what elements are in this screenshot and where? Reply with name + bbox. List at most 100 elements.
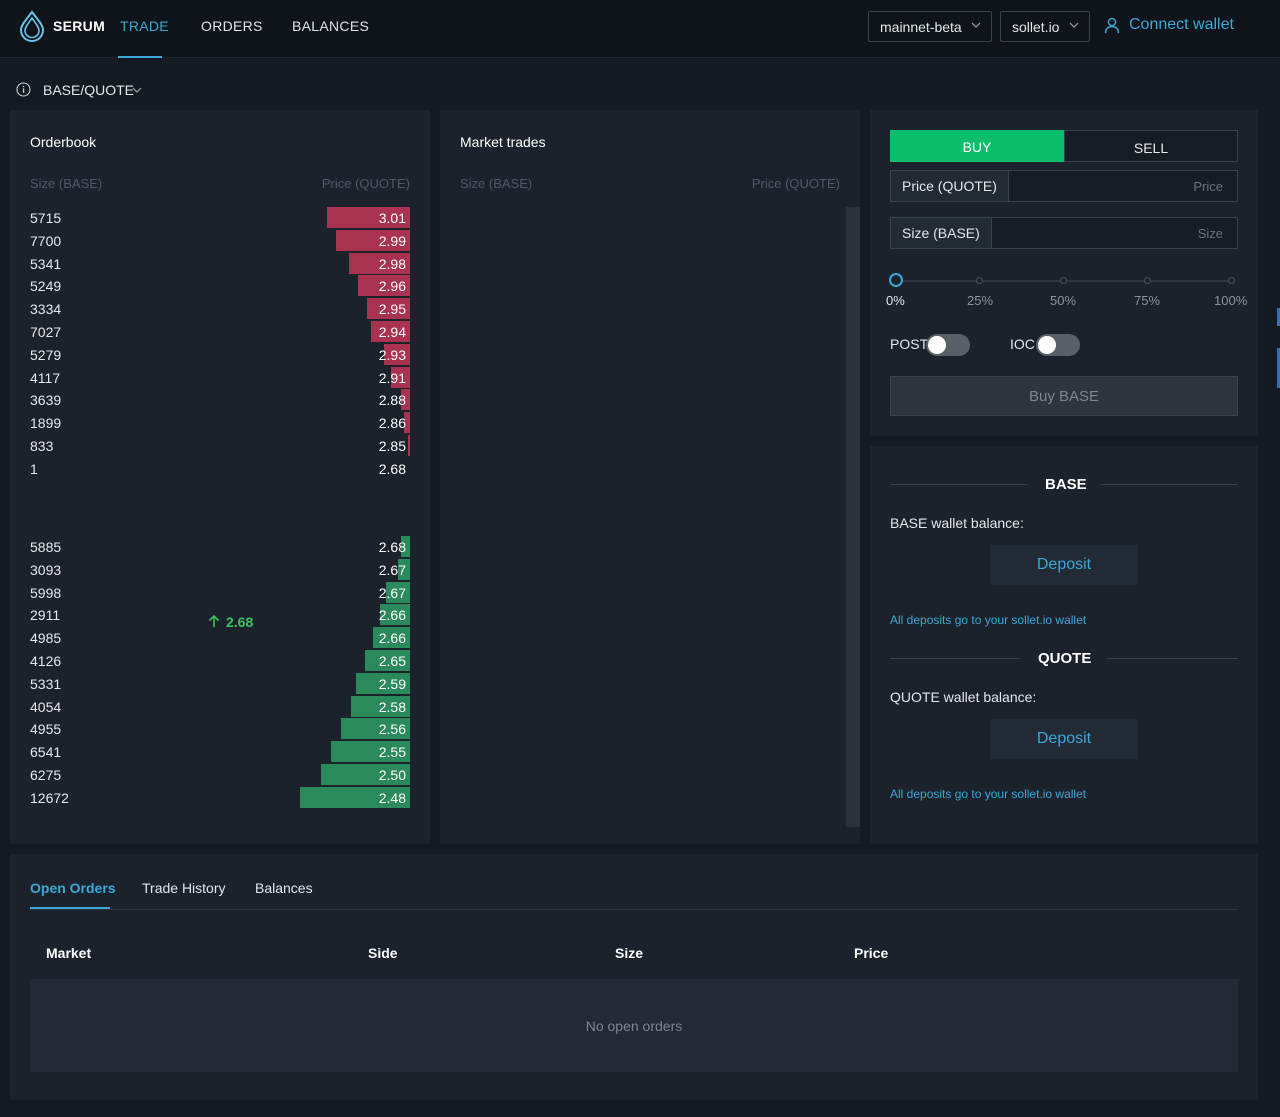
bid-depth-bar [380, 604, 410, 626]
column-side[interactable]: Side [368, 945, 398, 961]
trades-size-header: Size (BASE) [460, 176, 533, 191]
price-input[interactable]: Price [1193, 179, 1223, 194]
ask-row[interactable]: 5249 2.96 [30, 275, 410, 297]
window-edge-mark [1277, 348, 1280, 388]
row-price[interactable]: 2.98 [378, 255, 406, 272]
orderbook-panel: Orderbook Size (BASE) Price (QUOTE) 5715… [10, 110, 430, 844]
ask-row[interactable]: 7700 2.99 [30, 229, 410, 252]
brand-name[interactable]: SERUM [53, 18, 106, 34]
row-size: 5715 [30, 210, 62, 226]
sell-tab-button[interactable]: SELL [1064, 130, 1238, 162]
bid-row[interactable]: 6275 2.50 [30, 764, 410, 786]
column-price[interactable]: Price [854, 945, 889, 961]
row-price[interactable]: 2.48 [378, 789, 406, 806]
ask-row[interactable]: 833 2.85 [30, 435, 410, 457]
bid-row[interactable]: 5998 2.67 [30, 581, 410, 604]
buy-tab-button[interactable]: BUY [890, 130, 1064, 162]
row-price[interactable]: 2.68 [378, 539, 406, 555]
row-price[interactable]: 2.96 [378, 278, 406, 295]
ask-row[interactable]: 3639 2.88 [30, 389, 410, 411]
ask-depth-bar [358, 275, 410, 297]
ask-row[interactable]: 7027 2.94 [30, 321, 410, 343]
size-slider-handle[interactable] [889, 273, 903, 287]
row-size: 4126 [30, 653, 62, 669]
slider-mark-50[interactable] [1060, 277, 1067, 284]
arrow-up-icon [208, 614, 220, 627]
nav-trade[interactable]: TRADE [120, 18, 169, 34]
row-price[interactable]: 2.99 [378, 232, 406, 249]
row-price[interactable]: 2.67 [378, 584, 406, 601]
nav-orders[interactable]: ORDERS [201, 18, 263, 34]
ask-row[interactable]: 5279 2.93 [30, 343, 410, 366]
quote-wallet-balance-label: QUOTE wallet balance: [890, 689, 1037, 705]
tab-balances[interactable]: Balances [255, 880, 313, 896]
post-toggle[interactable] [926, 334, 970, 356]
row-price[interactable]: 3.01 [378, 210, 406, 226]
base-deposit-button[interactable]: Deposit [990, 545, 1138, 585]
ask-row[interactable]: 5715 3.01 [30, 207, 410, 229]
column-market[interactable]: Market [46, 945, 92, 961]
tab-trade-history[interactable]: Trade History [142, 880, 226, 896]
row-price[interactable]: 2.91 [378, 369, 406, 386]
price-input-group[interactable]: Price (QUOTE) Price [890, 170, 1238, 202]
row-price[interactable]: 2.94 [378, 324, 406, 340]
bid-row[interactable]: 5331 2.59 [30, 672, 410, 695]
tab-open-orders[interactable]: Open Orders [30, 880, 116, 896]
row-price[interactable]: 2.59 [378, 675, 406, 692]
row-price[interactable]: 2.65 [378, 653, 406, 669]
bid-row[interactable]: 3093 2.67 [30, 558, 410, 581]
bid-row[interactable]: 6541 2.55 [30, 741, 410, 763]
trades-scrollbar[interactable] [846, 207, 860, 827]
ioc-toggle[interactable] [1036, 334, 1080, 356]
row-price[interactable]: 2.95 [378, 301, 406, 318]
size-addon: Size (BASE) [891, 218, 992, 248]
bid-depth-bar [398, 558, 410, 580]
row-price[interactable]: 2.50 [378, 767, 406, 783]
bid-row[interactable]: 4054 2.58 [30, 695, 410, 718]
ask-row[interactable]: 3334 2.95 [30, 298, 410, 320]
row-price[interactable]: 2.67 [378, 561, 406, 578]
row-price[interactable]: 2.93 [378, 346, 406, 363]
row-size: 1899 [30, 415, 62, 432]
row-price[interactable]: 2.68 [378, 460, 406, 477]
slider-mark-100[interactable] [1228, 277, 1235, 284]
nav-balances[interactable]: BALANCES [292, 18, 370, 34]
ask-depth-bar [384, 343, 410, 365]
ask-row[interactable]: 1 2.68 [30, 458, 410, 480]
bid-row[interactable]: 12672 2.48 [30, 786, 410, 809]
info-icon[interactable] [16, 82, 31, 97]
quote-deposit-button[interactable]: Deposit [990, 719, 1138, 759]
mid-price-value: 2.68 [226, 614, 254, 630]
row-price[interactable]: 2.86 [378, 415, 406, 432]
base-deposit-note[interactable]: All deposits go to your sollet.io wallet [890, 613, 1087, 627]
bid-row[interactable]: 4955 2.56 [30, 718, 410, 740]
ask-row[interactable]: 1899 2.86 [30, 412, 410, 434]
column-size[interactable]: Size [615, 945, 644, 961]
row-price[interactable]: 2.56 [378, 721, 406, 738]
row-price[interactable]: 2.88 [378, 392, 406, 409]
row-price[interactable]: 2.55 [378, 744, 406, 761]
size-input[interactable]: Size [1197, 226, 1223, 241]
bid-depth-bar [386, 581, 410, 603]
ask-depth-bar [404, 412, 410, 434]
row-price[interactable]: 2.66 [378, 630, 406, 647]
orderbook-size-header: Size (BASE) [30, 176, 103, 191]
ask-row[interactable]: 4117 2.91 [30, 366, 410, 389]
slider-mark-25[interactable] [976, 277, 983, 284]
size-input-group[interactable]: Size (BASE) Size [890, 217, 1238, 249]
ask-row[interactable]: 5341 2.98 [30, 252, 410, 275]
ask-depth-bar [327, 207, 410, 228]
bid-row[interactable]: 4985 2.66 [30, 627, 410, 649]
bid-row[interactable]: 4126 2.65 [30, 650, 410, 672]
network-select[interactable]: mainnet-beta [868, 11, 992, 42]
bid-row[interactable]: 2911 2.66 [30, 604, 410, 626]
row-price[interactable]: 2.58 [378, 698, 406, 715]
buy-submit-button[interactable]: Buy BASE [890, 376, 1238, 416]
bid-row[interactable]: 5885 2.68 [30, 536, 410, 558]
quote-deposit-note[interactable]: All deposits go to your sollet.io wallet [890, 787, 1087, 801]
row-price[interactable]: 2.85 [378, 438, 406, 454]
row-size: 4117 [30, 369, 61, 386]
wallet-provider-select[interactable]: sollet.io [1000, 11, 1090, 42]
row-price[interactable]: 2.66 [378, 607, 406, 624]
slider-mark-75[interactable] [1144, 277, 1151, 284]
